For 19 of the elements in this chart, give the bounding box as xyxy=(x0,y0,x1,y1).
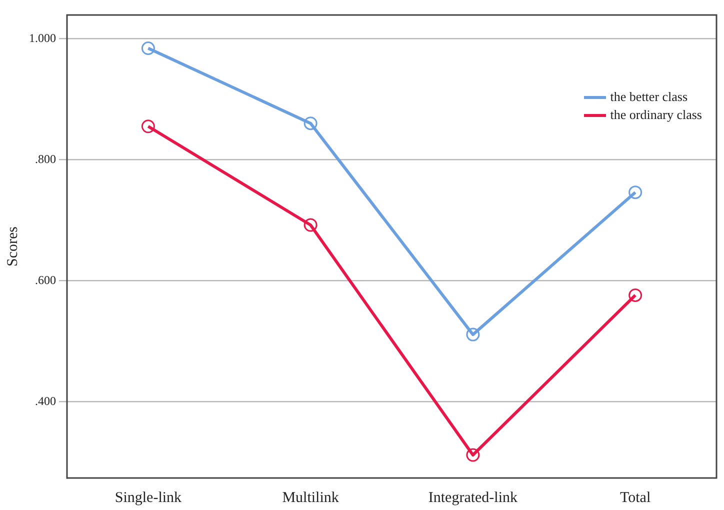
point xyxy=(141,120,155,134)
point xyxy=(141,42,155,56)
y-tick-label: 1.000 xyxy=(29,30,56,45)
x-tick-label: Multilink xyxy=(282,490,340,506)
y-tick-label: .800 xyxy=(35,152,56,166)
point xyxy=(628,186,642,200)
x-tick-label: Single-link xyxy=(114,490,182,506)
point xyxy=(466,328,480,342)
point xyxy=(466,448,480,462)
y-axis-title: Scores xyxy=(4,226,21,266)
point xyxy=(304,116,318,130)
point xyxy=(304,218,318,232)
x-tick-label: Total xyxy=(620,490,651,506)
x-tick-label: Integrated-link xyxy=(428,490,518,506)
y-tick-label: .600 xyxy=(35,272,56,287)
y-tick-label: .400 xyxy=(35,394,56,408)
point xyxy=(628,288,642,302)
legend-label: the ordinary class xyxy=(610,106,702,124)
legend-label: the better class xyxy=(610,88,688,106)
